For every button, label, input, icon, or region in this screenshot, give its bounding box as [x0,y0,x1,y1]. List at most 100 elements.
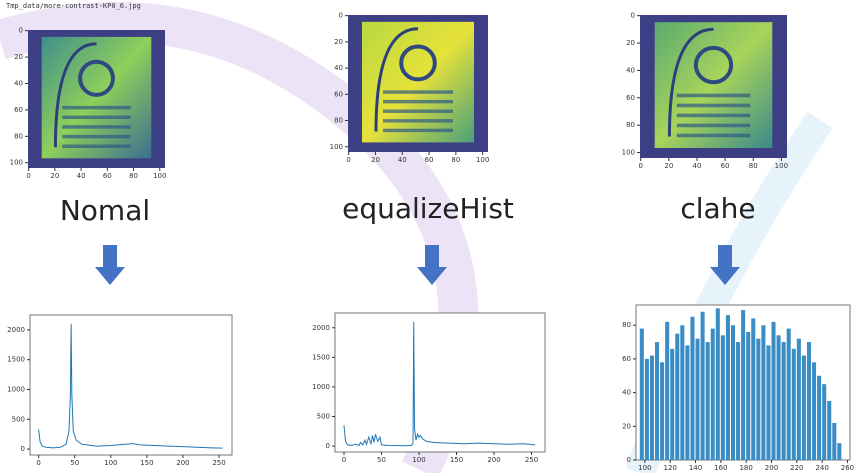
y-tick-label: 20 [626,39,635,47]
x-tick-label: 0 [36,459,40,467]
bar [716,308,720,460]
x-tick-label: 50 [70,459,79,467]
image-stripe [677,134,751,138]
bar [655,342,659,460]
x-tick-label: 40 [693,162,702,170]
image-stripe [383,119,453,122]
bar [680,325,684,460]
plot-area [335,313,545,452]
image-label: clahe [680,192,755,225]
y-tick-label: 0 [19,27,23,35]
x-tick-label: 40 [398,156,407,164]
arrow [95,245,125,285]
bar [822,384,826,460]
bar [782,342,786,460]
x-tick-label: 250 [525,456,538,464]
image-stripe [677,124,751,128]
bar [832,423,836,460]
bar [660,362,664,460]
x-tick-label: 50 [377,456,386,464]
x-tick-label: 100 [775,162,788,170]
y-tick-label: 40 [626,66,635,74]
y-tick-label: 80 [334,117,343,125]
x-tick-label: 0 [346,156,350,164]
x-tick-label: 220 [790,464,803,472]
y-tick-label: 100 [622,149,635,157]
bar [690,317,694,460]
bar [766,345,770,460]
y-tick-label: 500 [12,415,25,423]
bar [817,376,821,460]
y-tick-label: 1500 [7,356,25,364]
image-stripe [62,106,131,109]
x-tick-label: 200 [487,456,500,464]
x-tick-label: 150 [140,459,153,467]
y-tick-label: 20 [14,53,23,61]
image-stripe [62,125,131,128]
y-tick-label: 2000 [312,324,330,332]
x-tick-label: 60 [425,156,434,164]
bar [787,329,791,460]
x-tick-label: 60 [721,162,730,170]
bar [736,342,740,460]
arrows [95,245,740,285]
bar [771,322,775,460]
bar [711,329,715,460]
y-tick-label: 60 [626,94,635,102]
x-tick-label: 60 [103,172,112,180]
bar [721,335,725,460]
page: Tmp_data/more-contrast-KP0_6.jpg 0 20 40 60… [0,0,856,473]
y-tick-label: 0 [627,456,631,464]
y-tick-label: 40 [14,79,23,87]
y-tick-label: 40 [334,64,343,72]
bar [675,334,679,460]
x-tick-label: 100 [104,459,117,467]
y-tick-label: 60 [334,90,343,98]
y-tick-label: 100 [330,143,343,151]
plot-area [30,315,232,455]
y-tick-label: 40 [622,389,631,397]
y-tick-label: 0 [21,445,25,453]
x-tick-label: 0 [342,456,346,464]
bar [746,332,750,460]
filename: Tmp_data/more-contrast-KP0_6.jpg [6,2,141,10]
y-tick-label: 1000 [312,383,330,391]
bar [827,401,831,460]
image-stripe [383,110,453,113]
y-tick-label: 20 [622,422,631,430]
x-tick-label: 120 [664,464,677,472]
x-tick-label: 250 [212,459,225,467]
x-tick-label: 20 [371,156,380,164]
bar [807,342,811,460]
y-tick-label: 60 [14,106,23,114]
bar [802,356,806,460]
bar [640,329,644,460]
bar [751,318,755,460]
x-tick-label: 100 [412,456,425,464]
bar [696,339,700,460]
y-tick-label: 0 [326,442,330,450]
bar [706,342,710,460]
bar [797,339,801,460]
x-tick-label: 0 [638,162,642,170]
x-tick-label: 20 [50,172,59,180]
image-stripe [383,90,453,93]
image-stripe [677,94,751,98]
bar [777,335,781,460]
x-tick-label: 180 [739,464,752,472]
x-tick-label: 240 [815,464,828,472]
image-stripe [677,114,751,118]
image-label: Nomal [60,194,150,227]
image-label: equalizeHist [342,192,514,225]
bar [726,315,730,460]
y-tick-label: 1500 [312,353,330,361]
image-stripe [383,100,453,103]
bar [792,349,796,460]
x-tick-label: 200 [176,459,189,467]
y-tick-label: 60 [622,355,631,363]
y-tick-label: 2000 [7,326,25,334]
bar [731,325,735,460]
y-tick-label: 0 [339,12,343,20]
bar [741,310,745,460]
x-tick-label: 100 [476,156,489,164]
